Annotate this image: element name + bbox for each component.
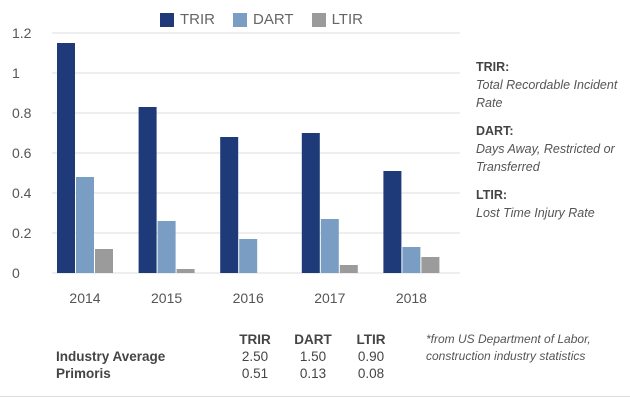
bar-dart — [76, 177, 94, 273]
stats-header-dart: DART — [294, 332, 332, 347]
stats-value: 0.90 — [357, 349, 385, 364]
bar-trir — [383, 171, 402, 273]
y-tick-label: 0.4 — [12, 185, 32, 201]
legend-swatch-ltir — [311, 12, 326, 27]
bar-dart — [239, 239, 258, 273]
stats-table: TRIR DART LTIR Industry Average 2.50 1.5… — [56, 331, 400, 382]
stats-header-spacer — [56, 331, 226, 348]
x-tick-label: 2017 — [314, 290, 345, 306]
chart-legend: TRIR DART LTIR — [160, 11, 363, 28]
stats-value: 2.50 — [241, 349, 269, 364]
bar-ltir — [176, 269, 195, 273]
x-tick-label: 2014 — [69, 290, 100, 306]
stats-header-row: TRIR DART LTIR — [56, 331, 400, 348]
bar-trir — [301, 133, 320, 273]
stats-value: 0.13 — [299, 366, 327, 381]
definition-desc-trir: Total Recordable Incident Rate — [476, 78, 618, 110]
y-tick-label: 0.6 — [12, 145, 32, 161]
bar-dart — [402, 247, 421, 273]
definitions-panel: TRIR: Total Recordable Incident Rate DAR… — [476, 58, 626, 232]
x-tick-label: 2015 — [151, 290, 182, 306]
bar-chart: 0 0.2 0.4 0.6 0.8 1 1.2 2014 2015 2016 2017 2018 — [12, 25, 460, 306]
y-tick-label: 0.2 — [12, 225, 32, 241]
bar-trir — [57, 43, 75, 273]
stats-value: 0.08 — [357, 366, 385, 381]
stats-row-primoris: Primoris 0.51 0.13 0.08 — [56, 365, 400, 382]
legend-label-ltir: LTIR — [331, 11, 363, 28]
bar-trir — [220, 137, 239, 273]
legend-item-ltir: LTIR — [311, 11, 363, 28]
legend-label-trir: TRIR — [180, 11, 215, 28]
bar-ltir — [95, 249, 113, 273]
stats-value: 0.51 — [241, 366, 269, 381]
legend-item-dart: DART — [233, 11, 294, 28]
stats-row-label: Industry Average — [56, 349, 166, 364]
bar-trir — [138, 107, 157, 273]
definition-term-dart: DART: — [476, 124, 514, 138]
bar-dart — [320, 219, 339, 273]
x-tick-label: 2018 — [396, 290, 427, 306]
bar-ltir — [421, 257, 440, 273]
y-tick-label: 0 — [12, 265, 20, 281]
bottom-divider — [0, 396, 630, 397]
bar-ltir — [339, 265, 358, 273]
stats-row-label: Primoris — [56, 366, 111, 381]
definition-term-trir: TRIR: — [476, 60, 510, 74]
stats-header-trir: TRIR — [239, 332, 271, 347]
definition-desc-dart: Days Away, Restricted or Transferred — [476, 142, 615, 174]
footnote: *from US Department of Labor, constructi… — [426, 332, 591, 363]
y-tick-label: 1 — [12, 65, 20, 81]
definition-desc-ltir: Lost Time Injury Rate — [476, 206, 595, 220]
bar-dart — [157, 221, 176, 273]
y-tick-label: 1.2 — [12, 25, 32, 41]
stats-row-industry: Industry Average 2.50 1.50 0.90 — [56, 348, 400, 365]
legend-swatch-dart — [233, 12, 247, 27]
y-tick-label: 0.8 — [12, 105, 32, 121]
legend-item-trir: TRIR — [160, 11, 215, 28]
legend-swatch-trir — [160, 12, 174, 27]
stats-value: 1.50 — [299, 349, 327, 364]
x-tick-label: 2016 — [233, 290, 264, 306]
stats-header-ltir: LTIR — [356, 332, 386, 347]
legend-label-dart: DART — [253, 11, 294, 28]
definition-term-ltir: LTIR: — [476, 188, 508, 202]
